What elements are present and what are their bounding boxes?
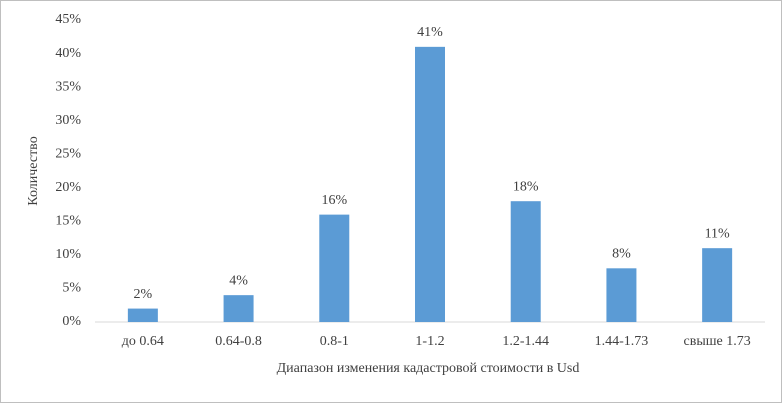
- x-tick-label: 0.64-0.8: [215, 334, 262, 349]
- bar: [319, 214, 350, 322]
- y-tick-label: 0%: [62, 314, 81, 329]
- x-tick-label: свыше 1.73: [684, 334, 751, 349]
- data-label: 4%: [229, 273, 248, 288]
- y-tick-label: 25%: [55, 146, 81, 161]
- x-tick-label: 1-1.2: [415, 334, 444, 349]
- y-tick-label: 10%: [55, 247, 81, 262]
- x-tick-label: до 0.64: [122, 334, 164, 349]
- bar: [702, 248, 733, 322]
- data-label: 18%: [513, 179, 539, 194]
- y-tick-label: 20%: [55, 180, 81, 195]
- y-tick-label: 5%: [62, 281, 81, 296]
- data-label: 16%: [321, 193, 347, 208]
- y-axis-title: Количество: [26, 136, 41, 205]
- data-label: 11%: [705, 226, 730, 241]
- x-tick-label: 0.8-1: [320, 334, 349, 349]
- y-tick-label: 40%: [55, 46, 81, 61]
- bar: [606, 268, 637, 322]
- data-label: 8%: [612, 247, 631, 262]
- x-tick-label: 1.44-1.73: [595, 334, 649, 349]
- bar: [127, 308, 158, 322]
- y-tick-label: 15%: [55, 214, 81, 229]
- y-tick-label: 30%: [55, 113, 81, 128]
- data-label: 41%: [417, 25, 443, 40]
- bar: [510, 201, 541, 322]
- y-tick-label: 45%: [55, 12, 81, 27]
- bar: [415, 46, 445, 322]
- x-axis-title: Диапазон изменения кадастровой стоимости…: [277, 361, 580, 376]
- x-tick-label: 1.2-1.44: [502, 334, 549, 349]
- data-label: 2%: [134, 287, 153, 302]
- y-tick-label: 35%: [55, 79, 81, 94]
- bar: [223, 295, 254, 322]
